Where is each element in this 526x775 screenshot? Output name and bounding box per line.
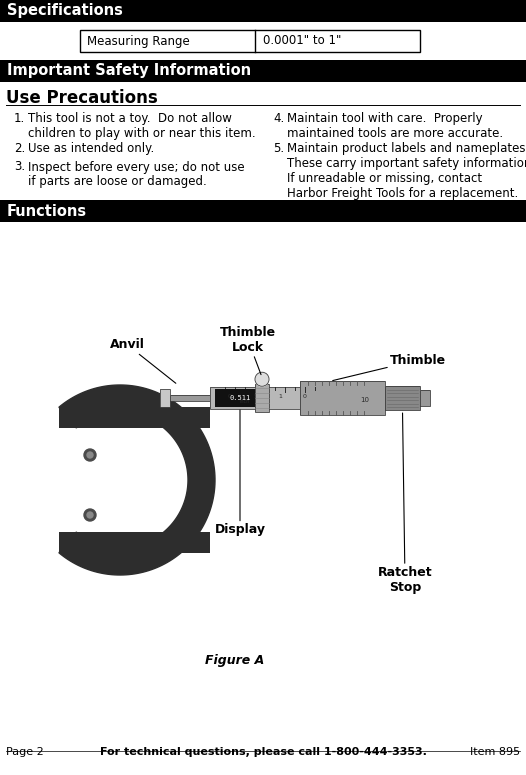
Text: Use Precautions: Use Precautions [6, 89, 158, 107]
Bar [170, 395, 240, 401]
Text: 2.: 2. [14, 142, 25, 155]
Bar [59, 407, 210, 428]
Text: Maintain product labels and nameplates.
These carry important safety information: Maintain product labels and nameplates. … [287, 142, 526, 200]
Text: Figure A: Figure A [205, 654, 265, 667]
Text: Item 895: Item 895 [470, 747, 520, 757]
Text: Inspect before every use; do not use
if parts are loose or damaged.: Inspect before every use; do not use if … [28, 160, 245, 188]
Bar [255, 384, 269, 412]
Bar [59, 532, 210, 553]
Bar [0, 60, 526, 82]
Text: 10: 10 [360, 398, 369, 403]
Bar [300, 381, 385, 415]
Bar [385, 386, 420, 410]
Bar [160, 389, 170, 407]
Text: 5: 5 [253, 394, 257, 398]
Polygon shape [59, 385, 215, 575]
Bar [420, 391, 430, 406]
Bar [160, 389, 170, 407]
Text: 3.: 3. [14, 160, 25, 174]
Circle shape [255, 372, 269, 386]
Text: This tool is not a toy.  Do not allow
children to play with or near this item.: This tool is not a toy. Do not allow chi… [28, 112, 256, 140]
Text: Page 2: Page 2 [6, 747, 44, 757]
Bar [255, 384, 269, 412]
Bar [300, 381, 385, 415]
Text: 0-1": 0-1" [91, 485, 109, 494]
Text: 0.511: 0.511 [229, 395, 250, 401]
Bar [80, 30, 420, 52]
Text: 1: 1 [278, 394, 282, 398]
Bar [170, 395, 240, 401]
Bar [420, 391, 430, 406]
Bar [0, 0, 526, 22]
Bar [215, 389, 265, 407]
Text: 4.: 4. [273, 112, 284, 125]
Text: inch: inch [240, 398, 250, 404]
Bar [385, 386, 420, 410]
Text: Maintain tool with care.  Properly
maintained tools are more accurate.: Maintain tool with care. Properly mainta… [287, 112, 503, 140]
Circle shape [84, 509, 96, 521]
Circle shape [84, 449, 96, 461]
Circle shape [87, 452, 93, 458]
Text: Display: Display [215, 410, 266, 536]
Text: 5.: 5. [273, 142, 284, 155]
Text: 0.0001" to 1": 0.0001" to 1" [263, 35, 341, 47]
Text: Ratchet
Stop: Ratchet Stop [378, 413, 432, 594]
Text: Thimble
Lock: Thimble Lock [220, 326, 276, 374]
Text: Measuring Range: Measuring Range [87, 35, 190, 47]
Text: Functions: Functions [7, 204, 87, 219]
Text: 1.: 1. [14, 112, 25, 125]
Circle shape [87, 512, 93, 518]
Text: For technical questions, please call 1-800-444-3353.: For technical questions, please call 1-8… [99, 747, 427, 757]
Bar [0, 200, 526, 222]
Text: Important Safety Information: Important Safety Information [7, 64, 251, 78]
Text: Thimble: Thimble [333, 353, 446, 381]
Text: 0: 0 [228, 394, 232, 398]
Bar [210, 388, 330, 409]
Text: Anvil: Anvil [110, 339, 176, 384]
Text: 0: 0 [303, 394, 307, 398]
Text: Specifications: Specifications [7, 4, 123, 19]
Bar [210, 388, 330, 409]
Text: 0.0001": 0.0001" [86, 499, 114, 505]
Text: Use as intended only.: Use as intended only. [28, 142, 154, 155]
